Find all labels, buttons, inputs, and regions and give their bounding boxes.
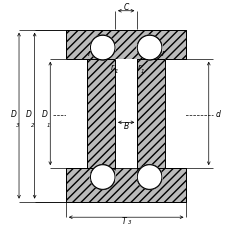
Text: D: D [42,110,47,119]
Text: r: r [87,49,90,58]
Text: r: r [111,63,114,72]
Text: 2: 2 [31,123,34,128]
Text: 3: 3 [15,123,19,128]
Text: 1: 1 [114,69,117,74]
Circle shape [89,164,115,190]
Circle shape [89,35,115,61]
Polygon shape [65,168,186,202]
Circle shape [136,164,162,190]
Text: r: r [137,63,141,72]
Circle shape [136,35,162,61]
Polygon shape [65,30,186,59]
Bar [65,59,87,168]
Circle shape [89,35,115,61]
Circle shape [137,165,161,189]
Circle shape [136,164,162,190]
Circle shape [136,35,162,61]
Bar [114,59,137,168]
Circle shape [137,35,161,60]
Text: d: d [214,110,219,119]
Text: B: B [123,122,128,131]
Text: D: D [26,110,32,119]
Text: 1: 1 [46,123,50,128]
Polygon shape [137,59,164,168]
Circle shape [89,164,115,190]
Circle shape [90,165,114,189]
Text: r: r [161,49,164,58]
Text: 3: 3 [127,220,131,225]
Text: 1: 1 [141,69,144,74]
Circle shape [90,35,114,60]
Text: D: D [11,110,16,119]
Text: C: C [123,3,128,12]
Bar [164,59,186,168]
Polygon shape [87,59,114,168]
Text: T: T [121,217,126,226]
